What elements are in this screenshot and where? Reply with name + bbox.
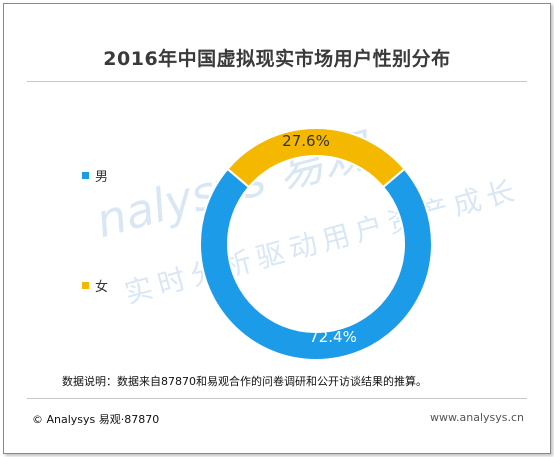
legend-label-female: 女 bbox=[95, 280, 109, 295]
legend-label-male: 男 bbox=[95, 170, 109, 185]
data-note: 数据说明：数据来自87870和易观合作的问卷调研和公开访谈结果的推算。 bbox=[62, 375, 427, 388]
slice-label-male: 72.4% bbox=[309, 328, 357, 346]
donut-slice-female bbox=[226, 127, 406, 189]
legend-swatch-male bbox=[82, 172, 89, 179]
legend-swatch-female bbox=[82, 282, 89, 289]
legend-item-female: 女 bbox=[82, 276, 108, 295]
title-divider bbox=[27, 81, 527, 82]
copyright-text: © Analysys 易观·87870 bbox=[32, 413, 160, 426]
chart-title: 2016年中国虚拟现实市场用户性别分布 bbox=[103, 48, 451, 70]
site-url: www.analysys.cn bbox=[430, 411, 524, 424]
slice-label-female: 27.6% bbox=[282, 132, 330, 150]
legend-item-male: 男 bbox=[82, 166, 108, 185]
donut-slice-male bbox=[199, 167, 433, 361]
chart-frame bbox=[3, 3, 551, 454]
footer-divider bbox=[27, 398, 527, 399]
